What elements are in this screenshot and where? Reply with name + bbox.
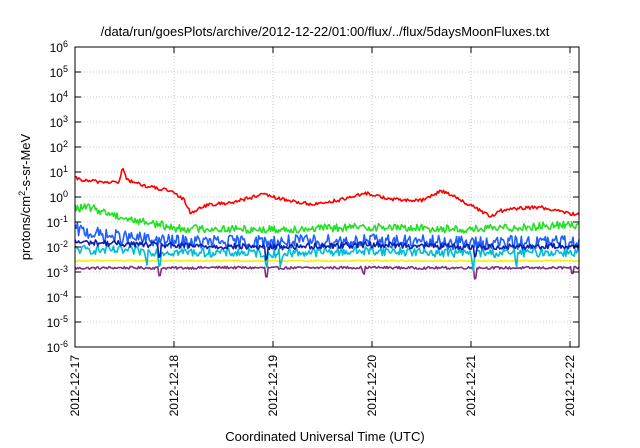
x-axis-ticks: 2012-12-17 2012-12-18 2012-12-19 2012-12-20…	[68, 47, 577, 416]
y-tick-label: 10-1	[47, 214, 68, 230]
y-axis-label: protons/cm2-s-sr-MeV	[17, 133, 33, 260]
y-tick-label: 100	[50, 189, 68, 205]
series-line	[74, 222, 580, 251]
y-tick-label: 10-4	[47, 289, 68, 305]
series-line	[74, 167, 580, 218]
y-axis-ticks: 106 105 104 103 102 101 100 10-1 10-2 10-3 10-4 10-…	[47, 39, 579, 355]
y-tick-label: 101	[50, 164, 68, 180]
y-axis-label-sup: 2	[17, 191, 27, 196]
y-tick-label: 104	[50, 89, 68, 105]
series-line	[74, 203, 580, 234]
x-tick-label: 2012-12-22	[563, 355, 577, 417]
x-tick-label: 2012-12-18	[167, 355, 181, 417]
y-tick-label: 103	[50, 114, 68, 130]
y-tick-label: 10-6	[47, 339, 68, 355]
y-tick-label: 106	[50, 39, 68, 55]
x-tick-label: 2012-12-17	[68, 355, 82, 417]
y-axis-label-base: protons/cm	[18, 196, 33, 260]
x-tick-label: 2012-12-20	[365, 355, 379, 417]
x-axis-label: Coordinated Universal Time (UTC)	[225, 429, 424, 444]
y-tick-label: 10-5	[47, 314, 68, 330]
y-tick-label: 10-2	[47, 239, 68, 255]
x-tick-label: 2012-12-21	[464, 355, 478, 417]
y-tick-label: 10-3	[47, 264, 68, 280]
chart-title: /data/run/goesPlots/archive/2012-12-22/0…	[101, 24, 550, 39]
x-tick-label: 2012-12-19	[266, 355, 280, 417]
y-tick-label: 105	[50, 64, 68, 80]
y-axis-label-rest: -s-sr-MeV	[18, 133, 33, 190]
data-series	[74, 167, 580, 280]
series-line	[74, 259, 580, 263]
series-line	[74, 244, 580, 273]
series-line	[74, 265, 580, 280]
series-line	[74, 239, 580, 261]
gridlines	[75, 47, 579, 347]
y-tick-label: 102	[50, 139, 68, 155]
